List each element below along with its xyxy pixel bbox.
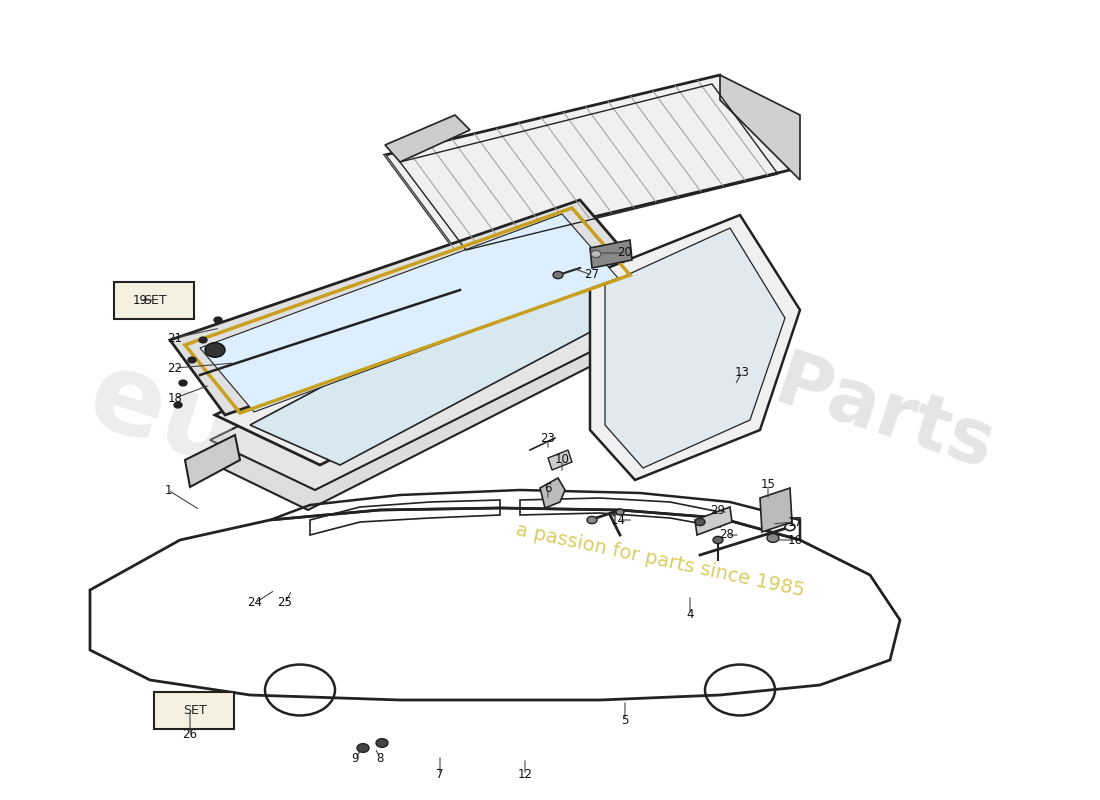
Circle shape (713, 536, 723, 544)
Circle shape (553, 271, 563, 278)
Circle shape (785, 523, 795, 530)
Polygon shape (385, 115, 470, 162)
Polygon shape (605, 228, 785, 468)
Polygon shape (200, 214, 618, 412)
Circle shape (199, 337, 207, 343)
Circle shape (376, 738, 388, 747)
Text: 20: 20 (617, 246, 632, 259)
Text: 16: 16 (788, 534, 803, 546)
Text: SET: SET (143, 294, 167, 306)
Polygon shape (210, 265, 670, 490)
Text: 13: 13 (735, 366, 749, 378)
Polygon shape (205, 283, 662, 510)
Polygon shape (760, 488, 792, 532)
FancyBboxPatch shape (154, 692, 233, 730)
Polygon shape (548, 450, 572, 470)
Polygon shape (540, 478, 565, 508)
Polygon shape (170, 200, 640, 415)
Polygon shape (695, 507, 732, 535)
Circle shape (214, 317, 222, 323)
Polygon shape (385, 75, 790, 250)
Circle shape (188, 357, 196, 363)
Text: 4: 4 (686, 609, 694, 622)
Polygon shape (250, 255, 660, 465)
Text: 8: 8 (376, 751, 384, 765)
Circle shape (174, 402, 182, 408)
Text: 7: 7 (437, 769, 443, 782)
Circle shape (205, 342, 225, 358)
Text: 23: 23 (540, 431, 556, 445)
Polygon shape (185, 435, 240, 487)
Circle shape (358, 744, 368, 752)
Text: a passion for parts since 1985: a passion for parts since 1985 (514, 520, 806, 600)
Polygon shape (590, 240, 632, 268)
Text: 12: 12 (517, 769, 532, 782)
Text: 27: 27 (584, 269, 600, 282)
Circle shape (616, 509, 624, 515)
Text: 6: 6 (544, 482, 552, 494)
Text: euroParts: euroParts (580, 284, 1004, 484)
Text: SET: SET (184, 703, 207, 717)
Text: 10: 10 (554, 454, 570, 466)
Text: eu: eu (75, 342, 255, 490)
Text: 26: 26 (183, 729, 198, 742)
Text: 21: 21 (167, 331, 183, 345)
Text: 15: 15 (760, 478, 775, 491)
Circle shape (695, 518, 705, 526)
Text: 24: 24 (248, 597, 263, 610)
Text: 17: 17 (788, 515, 803, 529)
Polygon shape (214, 235, 680, 465)
Circle shape (591, 250, 601, 258)
Text: 22: 22 (167, 362, 183, 374)
Text: 19: 19 (132, 294, 147, 306)
Circle shape (767, 534, 779, 542)
Text: 25: 25 (277, 597, 293, 610)
Polygon shape (720, 75, 800, 180)
Text: 29: 29 (711, 503, 726, 517)
Text: 14: 14 (610, 514, 626, 526)
Text: 1: 1 (164, 483, 172, 497)
Text: 18: 18 (167, 391, 183, 405)
Circle shape (179, 380, 187, 386)
Text: 5: 5 (621, 714, 629, 726)
Polygon shape (590, 215, 800, 480)
Text: 9: 9 (351, 751, 359, 765)
Circle shape (587, 516, 597, 524)
Text: 28: 28 (719, 529, 735, 542)
FancyBboxPatch shape (114, 282, 194, 319)
